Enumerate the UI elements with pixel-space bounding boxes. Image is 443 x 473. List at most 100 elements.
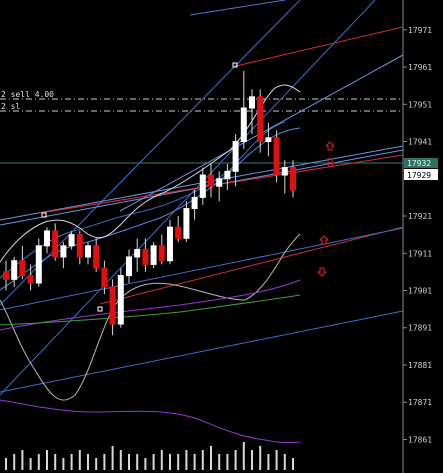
volume-bar xyxy=(78,450,81,470)
price-axis: 17971 17961 17951 17941 17921 17911 17901 17891… xyxy=(403,26,432,444)
candle-body[interactable] xyxy=(11,260,18,280)
trend-line[interactable] xyxy=(0,310,404,393)
volume-bar xyxy=(193,454,196,470)
price-tick-label: 17921 xyxy=(408,212,432,221)
candle-body[interactable] xyxy=(35,245,42,284)
stop-loss-label: 2 sl xyxy=(1,102,20,111)
candle-body[interactable] xyxy=(175,226,182,239)
trend-line[interactable] xyxy=(0,227,404,311)
candle-body[interactable] xyxy=(199,174,206,198)
candle-body[interactable] xyxy=(257,96,264,143)
candle-body[interactable] xyxy=(142,249,149,265)
candle-body[interactable] xyxy=(93,245,100,269)
trend-lines[interactable] xyxy=(0,0,404,396)
volume-oscillator-line xyxy=(0,399,301,444)
trend-line[interactable] xyxy=(0,0,376,396)
candle-body[interactable] xyxy=(249,96,255,109)
current-bid-label: 17929 xyxy=(407,171,431,180)
candle-body[interactable] xyxy=(158,245,165,262)
volume-bar xyxy=(242,442,245,470)
volume-bar xyxy=(251,450,253,470)
candle-body[interactable] xyxy=(60,245,67,258)
price-tick-label: 17961 xyxy=(408,63,432,72)
volume-bar xyxy=(160,450,163,470)
volume-bar xyxy=(62,458,65,470)
candle-body[interactable] xyxy=(191,196,198,210)
candle-body[interactable] xyxy=(85,245,91,258)
candle-body[interactable] xyxy=(167,226,173,262)
volume-bar xyxy=(29,458,32,470)
price-tick-label: 17871 xyxy=(408,398,432,407)
volume-bar xyxy=(37,454,40,470)
volume-bar xyxy=(136,454,139,470)
trend-line[interactable] xyxy=(189,0,286,16)
volume-bar xyxy=(144,458,147,470)
candle-body[interactable] xyxy=(19,260,26,277)
price-tick-label: 17971 xyxy=(408,26,432,35)
indicators xyxy=(0,84,301,444)
trend-line[interactable] xyxy=(0,0,301,306)
low-marker[interactable] xyxy=(97,306,103,312)
volume-bar xyxy=(275,450,278,470)
candle-body[interactable] xyxy=(208,174,214,187)
trend-line[interactable] xyxy=(99,226,404,305)
candle-body[interactable] xyxy=(134,249,141,258)
current-marker-label: 17932 xyxy=(407,159,431,168)
volume-bar xyxy=(54,454,57,470)
candle-body[interactable] xyxy=(216,178,223,187)
candle-body[interactable] xyxy=(126,256,132,277)
up-arrow-icon xyxy=(318,235,330,245)
volume-bar xyxy=(185,450,188,470)
candle-body[interactable] xyxy=(3,271,9,280)
trend-line[interactable] xyxy=(235,26,404,67)
candle-body[interactable] xyxy=(101,267,108,288)
volume-bar xyxy=(283,454,286,470)
bollinger-upper xyxy=(0,84,301,263)
candle-body[interactable] xyxy=(290,167,296,191)
anchor-marker[interactable] xyxy=(41,212,47,218)
candle-body[interactable] xyxy=(240,107,247,143)
price-tick-label: 17901 xyxy=(408,287,432,296)
current-marker-box xyxy=(404,158,438,168)
volume-bar xyxy=(128,454,130,470)
candle-body[interactable] xyxy=(281,167,288,176)
candle-body[interactable] xyxy=(44,230,50,247)
candle-body[interactable] xyxy=(117,275,124,325)
current-bid-box xyxy=(404,169,438,180)
signal-arrows xyxy=(316,141,336,277)
volume-bar xyxy=(21,450,24,470)
volume-histogram xyxy=(5,442,294,470)
price-tick-label: 17861 xyxy=(408,435,432,444)
volume-bar xyxy=(177,454,180,470)
price-tick-label: 17941 xyxy=(408,138,432,147)
volume-bar xyxy=(46,450,48,470)
price-tick-label: 17881 xyxy=(408,361,432,370)
high-marker[interactable] xyxy=(232,62,238,68)
candle-body[interactable] xyxy=(273,137,280,176)
long-ma-line xyxy=(0,294,301,326)
candle-body[interactable] xyxy=(68,234,75,247)
candle-body[interactable] xyxy=(52,230,59,258)
candle-body[interactable] xyxy=(232,141,239,172)
volume-bar xyxy=(292,458,294,470)
volume-bar xyxy=(201,450,204,470)
down-arrow-icon xyxy=(316,267,328,277)
volume-bar xyxy=(103,454,106,470)
candle-body[interactable] xyxy=(27,275,34,284)
sell-order-label: 2 sell 4.00 xyxy=(1,90,54,99)
price-tick-label: 17911 xyxy=(408,249,432,258)
candle-body[interactable] xyxy=(150,245,157,265)
candle-body[interactable] xyxy=(224,170,231,180)
candlesticks[interactable] xyxy=(3,70,296,336)
candle-body[interactable] xyxy=(76,234,83,258)
down-arrow-icon xyxy=(324,158,336,168)
volume-bar xyxy=(87,454,89,470)
candle-body[interactable] xyxy=(265,137,272,143)
volume-bar xyxy=(152,454,155,470)
bollinger-lower xyxy=(0,233,301,401)
candle-body[interactable] xyxy=(109,286,116,325)
candle-body[interactable] xyxy=(183,208,190,239)
volume-bar xyxy=(5,458,7,470)
